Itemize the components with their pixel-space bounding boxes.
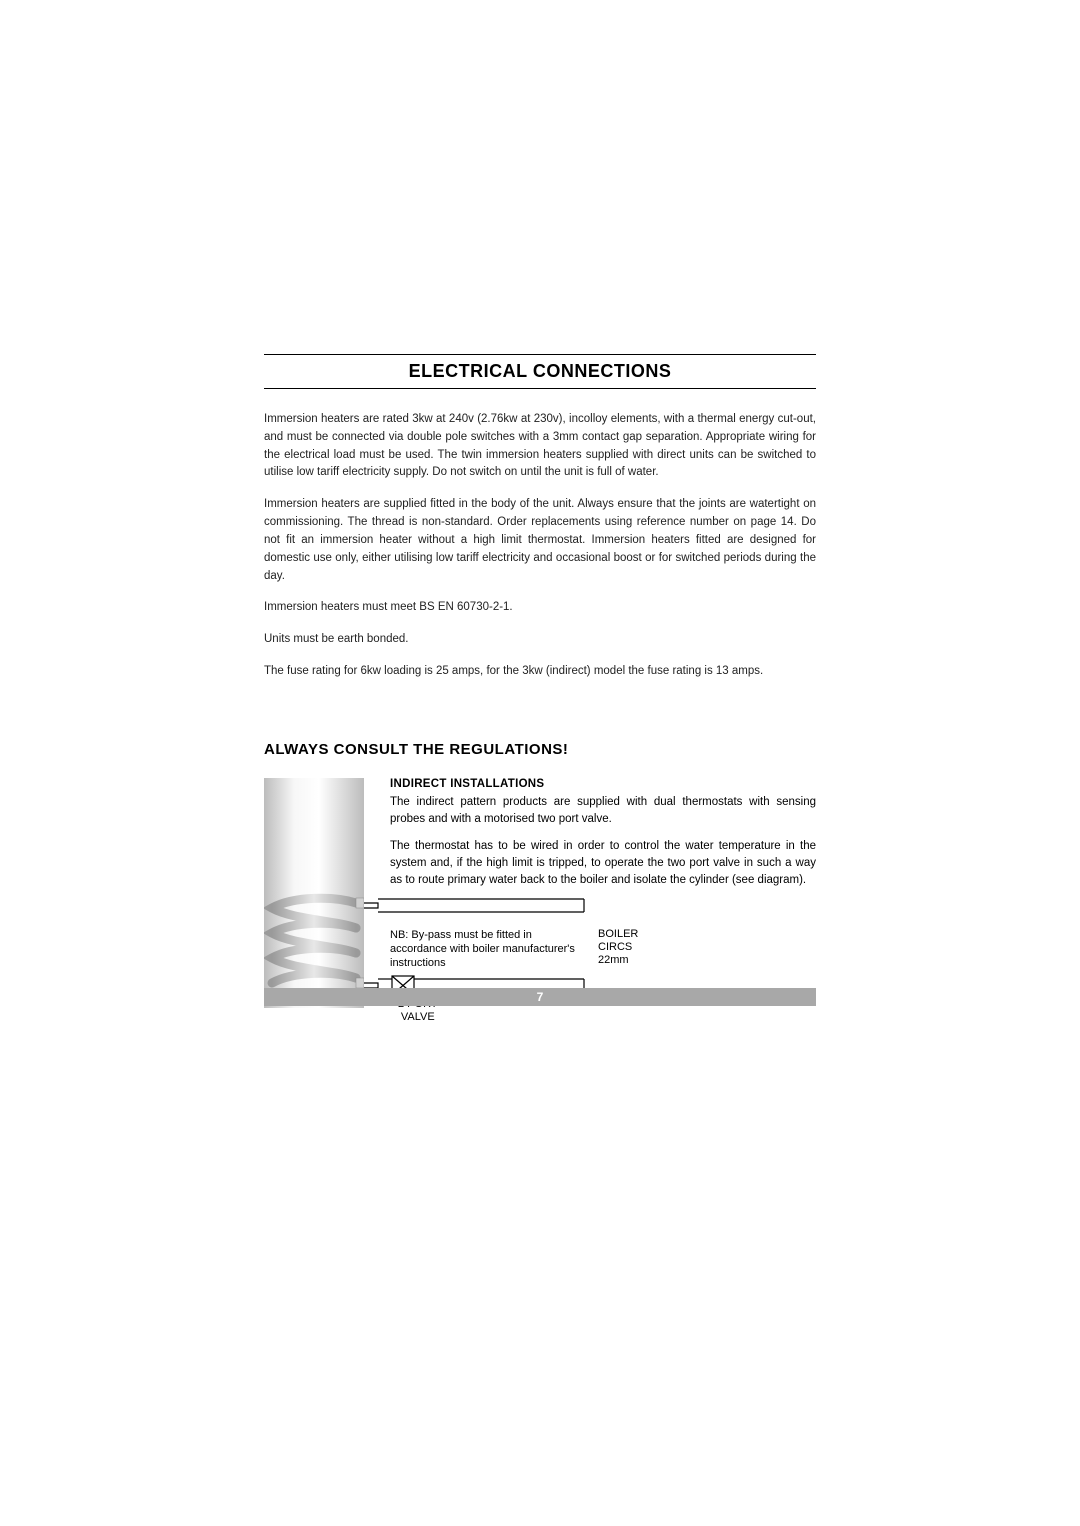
cylinder-icon [264,778,364,1008]
paragraph-5: The fuse rating for 6kw loading is 25 am… [264,663,816,681]
indirect-heading: INDIRECT INSTALLATIONS [390,778,816,790]
page-number: 7 [537,990,544,1004]
paragraph-4: Units must be earth bonded. [264,631,816,649]
diagram: INDIRECT INSTALLATIONS The indirect patt… [264,778,816,1020]
nb-text: By-pass must be fitted in accordance wit… [390,929,575,970]
subheading: ALWAYS CONSULT THE REGULATIONS! [264,741,816,758]
boiler-line3: 22mm [598,954,638,967]
valve-line2: VALVE [398,1011,438,1024]
paragraph-2: Immersion heaters are supplied fitted in… [264,496,816,585]
title-rule-top [264,354,816,355]
content-area: ELECTRICAL CONNECTIONS Immersion heaters… [264,354,816,1020]
nb-label: NB: [390,929,408,941]
paragraph-3: Immersion heaters must meet BS EN 60730-… [264,599,816,617]
nb-note: NB: By-pass must be fitted in accordance… [390,928,590,971]
boiler-line2: CIRCS [598,941,638,954]
section-title: ELECTRICAL CONNECTIONS [264,361,816,382]
paragraph-1: Immersion heaters are rated 3kw at 240v … [264,411,816,482]
page-footer: 7 [264,988,816,1006]
indirect-paragraph-2: The thermostat has to be wired in order … [390,838,816,890]
indirect-paragraph-1: The indirect pattern products are suppli… [390,794,816,829]
boiler-label: BOILER CIRCS 22mm [598,928,638,968]
boiler-line1: BOILER [598,928,638,941]
page: ELECTRICAL CONNECTIONS Immersion heaters… [0,0,1080,1526]
title-rule-bottom [264,388,816,389]
